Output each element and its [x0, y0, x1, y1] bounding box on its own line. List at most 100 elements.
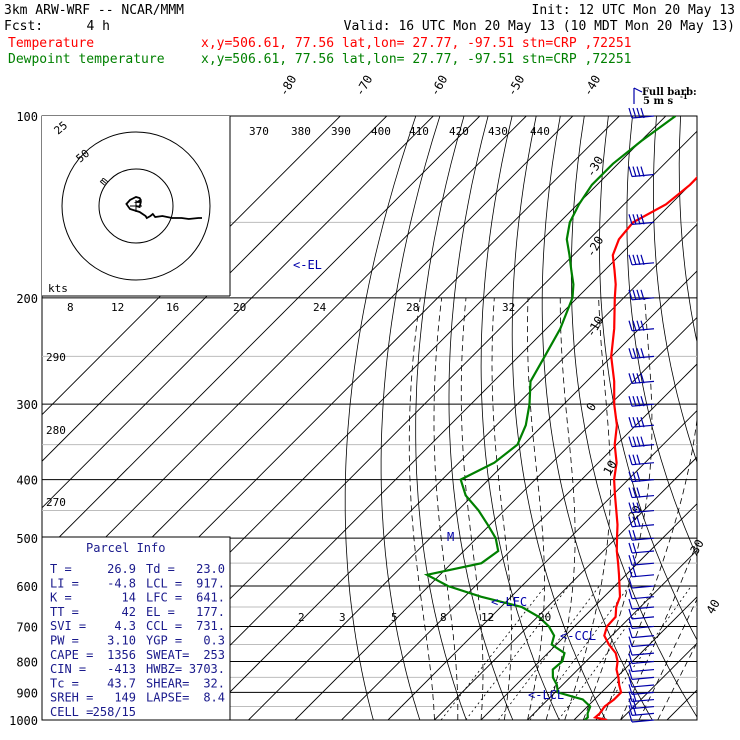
parcel-info-cell: CIN = [50, 662, 86, 676]
parcel-info-cell: SVI = [50, 619, 86, 633]
isotherm [42, 116, 341, 416]
pressure-label-600: 600 [16, 580, 38, 594]
isotherm [480, 503, 697, 720]
model-title: 3km ARW-WRF -- NCAR/MMM [4, 3, 184, 18]
wind-barb [628, 669, 655, 680]
isotherm [42, 116, 481, 555]
moist-adiabat [564, 297, 611, 720]
dry-adiabat [541, 116, 653, 720]
parcel-info-cell: 23.0 [196, 562, 225, 576]
moist-adiabat [657, 641, 697, 720]
dry-adiabat [511, 116, 607, 720]
wind-barb [628, 676, 655, 688]
isotherm-label: -20 [583, 234, 606, 260]
isotherm [155, 177, 697, 720]
mixing-ratio-label: 20 [538, 611, 551, 624]
wind-barb [628, 588, 655, 600]
moist-adiabat [460, 297, 484, 720]
fcst-label: Fcst: [4, 19, 43, 34]
parcel-info-cell: HWBZ= [146, 662, 182, 676]
pressure-label-400: 400 [16, 474, 38, 488]
barb-legend-exponent: -1 [680, 92, 688, 101]
parcel-info-cell: CCL = [146, 619, 182, 633]
dry-adiabat [729, 116, 740, 733]
parcel-info-cell: SWEAT= [146, 648, 189, 662]
wind-barb [628, 289, 655, 301]
mixing-ratio-label: 5 [391, 611, 398, 624]
theta-e-label: 20 [233, 301, 246, 314]
m-marker: M [447, 530, 454, 544]
hodograph: 25 50 kts m [42, 116, 231, 297]
hodograph-trace [125, 196, 202, 220]
theta-label: 380 [291, 125, 311, 138]
dry-adiabat [448, 116, 514, 720]
parcel-info-cell: LI = [50, 576, 79, 590]
dewpoint-location-info: x,y=506.61, 77.56 lat,lon= 27.77, -97.51… [201, 52, 631, 67]
parcel-info-cell: SHEAR= [146, 676, 189, 690]
parcel-info-title: Parcel Info [86, 541, 165, 555]
moist-adiabat [638, 598, 697, 720]
moist-adiabat [491, 297, 512, 720]
pressure-label-1000: 1000 [9, 714, 38, 728]
lcl-marker: <-LCL [528, 688, 564, 702]
parcel-info-cell: SREH = [50, 691, 93, 705]
sounding-curves [423, 116, 697, 720]
moist-adiabat [620, 541, 697, 720]
isotherm-label: -50 [504, 73, 527, 99]
fcst-value: 4 h [87, 19, 110, 34]
parcel-info-cell: LCL = [146, 576, 182, 590]
isotherm-label: -70 [352, 73, 375, 99]
hodograph-units: kts [48, 282, 68, 295]
wind-barb [628, 320, 655, 332]
parcel-info-cell: 177. [196, 605, 225, 619]
parcel-info-cell: TT = [50, 605, 79, 619]
wind-barbs [628, 107, 655, 723]
isotherm [294, 316, 697, 720]
temperature-legend-label: Temperature [8, 36, 94, 51]
wind-barb [628, 566, 655, 578]
theta-label: 410 [409, 125, 429, 138]
theta-label: 400 [371, 125, 391, 138]
parcel-info-cell: 149 [114, 691, 136, 705]
temperature-curve [592, 176, 697, 720]
valid-time: Valid: 16 UTC Mon 20 May 13 (10 MDT Mon … [344, 19, 735, 34]
parcel-info-cell: -413 [107, 662, 136, 676]
parcel-info-cell: PW = [50, 634, 79, 648]
wind-barb [628, 636, 655, 648]
dewpoint-curve [423, 116, 677, 720]
dry-adiabat [344, 116, 417, 720]
theta-e-label: 12 [111, 301, 124, 314]
wind-barb [628, 166, 655, 178]
moist-adiabat [582, 297, 653, 720]
theta-label: 430 [488, 125, 508, 138]
wind-barb [628, 684, 655, 695]
parcel-info-cell: Tc = [50, 676, 79, 690]
parcel-info-cell: 43.7 [107, 676, 136, 690]
parcel-info-cell: EL = [146, 605, 175, 619]
isotherm [42, 116, 388, 462]
parcel-info-cell: 4.3 [114, 619, 136, 633]
parcel-info-cell: 3.10 [107, 634, 136, 648]
wind-barb [628, 691, 655, 703]
wind-barb [628, 487, 655, 499]
parcel-info-cell: 258/15 [93, 705, 136, 719]
parcel-info-cell: LFC = [146, 591, 182, 605]
isotherm-label: 10 [600, 458, 619, 478]
dry-adiabat [599, 116, 697, 641]
parcel-info-cell: YGP = [146, 634, 182, 648]
dry-adiabat [415, 116, 467, 720]
wind-barb [628, 711, 655, 723]
parcel-info-cell: 1356 [107, 648, 136, 662]
pressure-label-700: 700 [16, 620, 38, 634]
parcel-info-cell: 641. [196, 591, 225, 605]
theta-e-label: 16 [166, 301, 179, 314]
wind-barb [628, 627, 655, 639]
theta-label: 370 [249, 125, 269, 138]
parcel-info-box: Parcel Info T = 26.9 Td = 23.0 LI = -4.8 LCL =… [41, 536, 231, 721]
pressure-label-800: 800 [16, 655, 38, 669]
parcel-info-cell: 32. [203, 676, 225, 690]
el-marker: <-EL [293, 258, 322, 272]
isotherm [573, 596, 697, 720]
parcel-info-cell: 14 [122, 591, 136, 605]
dry-adiabat [626, 116, 697, 558]
